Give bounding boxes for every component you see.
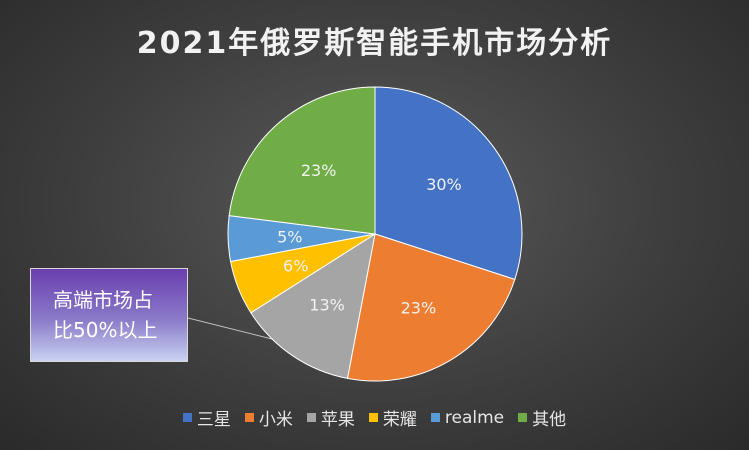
data-label: 23% bbox=[401, 298, 437, 317]
legend-swatch bbox=[182, 413, 192, 422]
legend-swatch bbox=[368, 413, 378, 422]
legend-label: 三星 bbox=[196, 410, 231, 430]
slice-apple bbox=[250, 232, 376, 379]
legend-label: 小米 bbox=[258, 410, 293, 430]
annotation-leader-line bbox=[187, 317, 277, 341]
data-label: 6% bbox=[283, 256, 308, 275]
annotation-callout: 高端市场占 比50%以上 bbox=[30, 268, 188, 362]
data-label: 30% bbox=[426, 175, 462, 194]
legend-swatch bbox=[244, 413, 254, 422]
legend-swatch bbox=[518, 413, 528, 422]
annotation-line-1: 高端市场占 bbox=[53, 288, 153, 312]
legend-item-apple: 苹果 bbox=[306, 405, 355, 430]
legend-label: 苹果 bbox=[320, 410, 355, 430]
data-label: 5% bbox=[277, 228, 302, 247]
legend-item-honor: 荣耀 bbox=[368, 405, 417, 430]
legend-item-samsung: 三星 bbox=[182, 405, 231, 430]
data-label: 23% bbox=[301, 161, 337, 180]
legend-label: 荣耀 bbox=[382, 410, 417, 430]
legend-item-xiaomi: 小米 bbox=[244, 405, 293, 430]
slice-xiaomi bbox=[346, 233, 516, 382]
data-label: 13% bbox=[309, 296, 345, 315]
slice-samsung bbox=[374, 86, 523, 281]
legend-item-other: 其他 bbox=[518, 405, 566, 430]
annotation-line-2: 比50%以上 bbox=[53, 318, 158, 342]
chart-legend: 三星 小米 苹果 荣耀 realme 其他 bbox=[0, 405, 749, 430]
legend-swatch bbox=[306, 413, 316, 422]
legend-swatch bbox=[430, 413, 440, 422]
chart-title: 2021年俄罗斯智能手机市场分析 bbox=[136, 26, 613, 61]
slice-other bbox=[228, 86, 376, 235]
legend-label: 其他 bbox=[532, 410, 567, 430]
legend-label: realme bbox=[444, 407, 505, 428]
legend-item-realme: realme bbox=[430, 405, 505, 430]
